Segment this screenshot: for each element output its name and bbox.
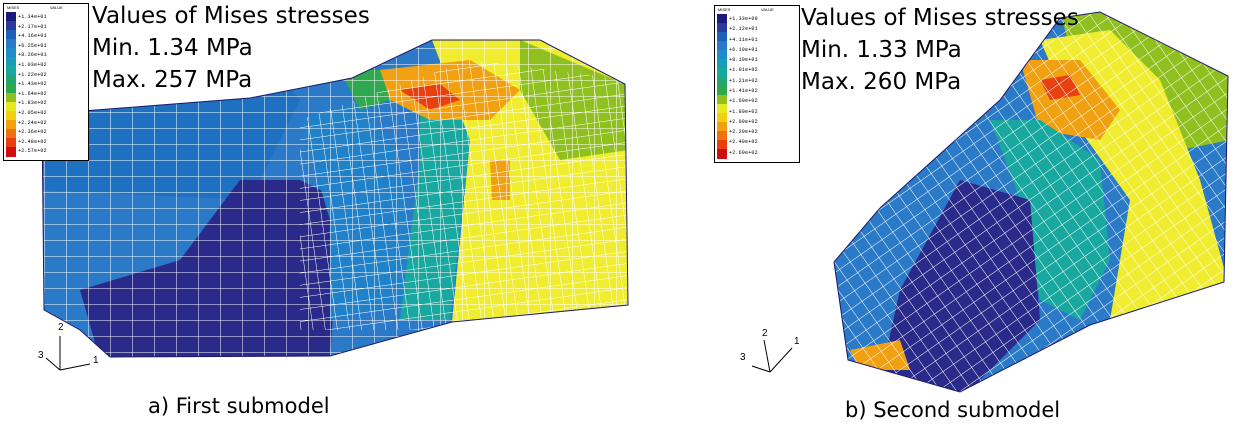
legend-value: +2.57e+02 [18,148,47,155]
legend-value: +1.01e+02 [729,67,758,74]
legend-value: +8.26e+01 [18,52,47,59]
legend-value: +1.83e+02 [18,100,47,107]
info-min: Min. 1.33 MPa [801,37,962,63]
legend-value: +2.48e+02 [18,138,47,145]
legend-swatch [717,122,727,132]
legend-value: +6.10e+01 [729,46,758,53]
legend-second-submodel: MISES VALUE +1.33e+00 +2.12e+01 +4.11e+01 +… [714,5,800,163]
legend-swatch [717,77,727,87]
axis-label-1: 1 [93,355,99,366]
info-max: Max. 257 MPa [92,67,253,93]
info-title: Values of Mises stresses [801,5,1079,31]
legend-first-submodel: MISES VALUE +1.34e+01 +2.17e+01 +4.16e+01 +… [3,3,89,161]
legend-value: +1.80e+02 [729,108,758,115]
legend-value: +2.00e+02 [729,118,758,125]
legend-value: +1.21e+02 [729,77,758,84]
legend-swatch [6,66,16,76]
legend-swatch [717,68,727,78]
axis-label-3: 3 [740,352,746,363]
legend-swatch [717,59,727,69]
legend-swatch [717,23,727,33]
legend-swatch [6,129,16,139]
legend-swatch [717,41,727,51]
legend-value: +1.64e+02 [18,90,47,97]
legend-swatch [6,102,16,112]
legend-swatch [6,84,16,94]
axis-triad-first: 2 1 3 [30,322,110,378]
legend-swatch [6,75,16,85]
legend-swatch [717,32,727,42]
axis-label-2: 2 [762,328,768,339]
legend-value: +1.41e+02 [729,88,758,94]
legend-swatch [6,147,16,157]
info-title: Values of Mises stresses [92,3,370,29]
legend-value: +1.43e+02 [18,81,47,88]
info-min: Min. 1.34 MPa [92,35,253,61]
axis-triad-second: 2 1 3 [738,328,818,378]
legend-value: +2.12e+01 [729,26,758,33]
info-max: Max. 260 MPa [801,69,962,95]
legend-header-right: VALUE [50,5,63,10]
legend-swatch [717,86,727,96]
legend-swatch [717,14,727,24]
legend-swatch [717,104,727,114]
legend-swatch [6,57,16,67]
legend-swatch [717,140,727,150]
legend-swatch [717,50,727,60]
legend-value: +1.34e+01 [18,14,47,20]
caption-second-submodel: b) Second submodel [845,398,1061,422]
legend-value: +2.24e+02 [18,119,47,126]
legend-swatch [717,95,727,105]
legend-swatch [6,93,16,103]
legend-value: +2.60e+02 [729,149,758,156]
legend-swatch [6,120,16,130]
legend-swatch [717,149,727,159]
legend-value: +2.05e+02 [18,110,47,116]
caption-first-submodel: a) First submodel [148,394,330,418]
legend-value: +6.25e+01 [18,42,47,49]
legend-value: +8.10e+01 [729,57,758,64]
legend-header-left: MISES [7,5,20,10]
legend-value: +4.11e+01 [729,36,758,43]
legend-swatch [6,39,16,49]
legend-value: +1.03e+02 [18,62,47,68]
axis-label-2: 2 [58,322,64,333]
legend-value: +2.17e+01 [18,23,47,30]
legend-header-left: MISES [718,7,731,12]
legend-value: +2.40e+02 [729,139,758,146]
info-first-submodel: Values of Mises stresses Min. 1.34 MPa M… [92,0,370,96]
legend-swatch [6,12,16,22]
axis-label-1: 1 [794,336,800,347]
legend-swatch [6,48,16,58]
legend-swatch [717,113,727,123]
legend-swatch [6,138,16,148]
legend-value: +1.22e+02 [18,71,47,78]
legend-value: +2.36e+02 [18,129,47,136]
legend-value: +4.16e+01 [18,33,47,40]
axis-label-3: 3 [38,350,44,361]
legend-swatch [6,111,16,121]
legend-value: +1.33e+00 [729,16,758,22]
legend-swatch [6,21,16,31]
legend-header-right: VALUE [761,7,774,12]
legend-value: +2.20e+02 [729,129,758,136]
legend-swatch [6,30,16,40]
legend-value: +1.60e+02 [729,98,758,105]
info-second-submodel: Values of Mises stresses Min. 1.33 MPa M… [801,2,1079,98]
legend-swatch [717,131,727,141]
